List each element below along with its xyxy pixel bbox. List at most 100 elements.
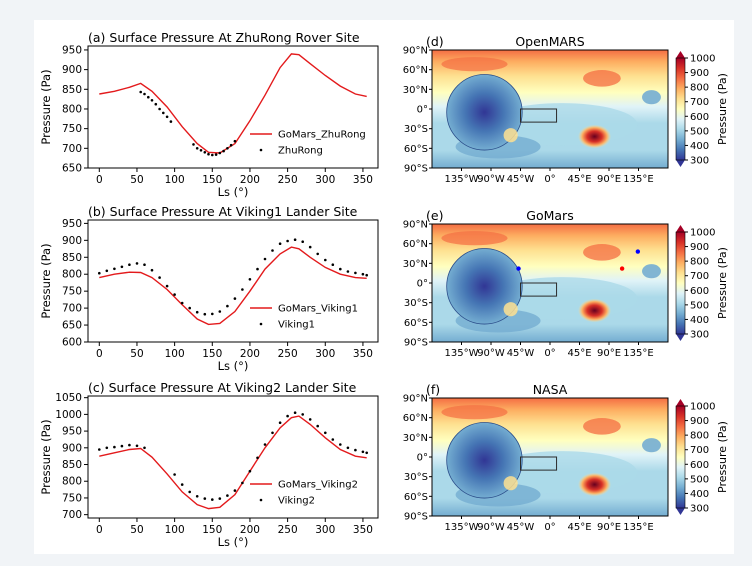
data-point: [233, 139, 237, 143]
panel-title: (b) Surface Pressure At Viking1 Lander S…: [88, 204, 358, 219]
data-point: [256, 267, 259, 271]
elysium-low-region: [642, 264, 661, 279]
lon-tick-label: 45°W: [507, 348, 535, 359]
legend-point-swatch: [259, 322, 263, 326]
data-point: [158, 107, 161, 111]
y-tick-label: 950: [62, 426, 82, 438]
data-point: [248, 469, 252, 473]
y-tick-label: 950: [62, 218, 82, 230]
north-high-region: [583, 244, 621, 261]
lon-tick-label: 135°W: [445, 522, 479, 533]
series-line-GoMars_Viking2: [99, 415, 367, 510]
lat-tick-label: 60°N: [403, 65, 428, 76]
colorbar-tick-label: 900: [690, 416, 709, 427]
north-high-region: [441, 57, 508, 72]
x-tick-label: 100: [165, 348, 185, 360]
data-point: [301, 413, 305, 416]
data-point: [203, 312, 207, 316]
hellas-high-region: [578, 472, 612, 497]
colorbar: [675, 57, 686, 161]
data-point: [192, 143, 195, 146]
lat-tick-label: 30°S: [404, 298, 428, 309]
y-tick-label: 700: [62, 143, 82, 155]
x-tick-label: 150: [202, 348, 222, 360]
data-point: [226, 494, 229, 497]
data-point: [316, 424, 320, 428]
x-axis-label: Ls (°): [218, 185, 249, 199]
lat-tick-label: 90°N: [403, 46, 428, 57]
series-line-GoMars_Viking1: [99, 246, 367, 326]
data-point: [195, 147, 199, 150]
lat-tick-label: 30°N: [403, 433, 428, 444]
data-point: [150, 99, 154, 102]
data-point: [248, 278, 252, 281]
panel-title: OpenMARS: [515, 34, 584, 49]
data-point: [195, 310, 199, 314]
data-point: [150, 268, 154, 272]
colorbar-tick-label: 300: [690, 504, 709, 515]
data-point: [199, 149, 203, 152]
plot-area: [87, 219, 379, 343]
lon-tick-label: 135°E: [623, 348, 653, 359]
colorbar-tick-label: 500: [690, 300, 709, 311]
data-point: [233, 297, 237, 300]
north-high-region: [441, 405, 508, 420]
x-tick-label: 350: [353, 524, 373, 536]
data-point: [143, 446, 146, 450]
line-panel-1: (a) Surface Pressure At ZhuRong Rover Si…: [39, 30, 379, 199]
x-axis-label: Ls (°): [218, 535, 249, 549]
data-point: [165, 115, 169, 119]
y-axis-label: Pressure (Pa): [39, 243, 53, 318]
data-point: [188, 306, 191, 310]
lat-tick-label: 90°N: [403, 394, 428, 405]
data-point: [218, 151, 222, 155]
data-point: [218, 310, 222, 313]
data-point: [339, 267, 342, 271]
data-point: [135, 444, 139, 448]
x-tick-label: 250: [278, 524, 298, 536]
legend-label: GoMars_ZhuRong: [278, 130, 366, 141]
x-tick-label: 50: [130, 524, 143, 536]
colorbar-label: Pressure (Pa): [716, 247, 729, 319]
north-high-region: [583, 418, 621, 435]
x-tick-label: 200: [240, 524, 260, 536]
data-point: [154, 102, 158, 106]
y-tick-label: 950: [62, 44, 82, 56]
colorbar-tick-label: 400: [690, 315, 709, 326]
line-panel-3: (c) Surface Pressure At Viking2 Lander S…: [39, 380, 379, 549]
data-point: [113, 267, 116, 271]
colorbar-tick-label: 1000: [690, 402, 715, 413]
data-point: [105, 269, 109, 273]
data-point: [233, 489, 237, 492]
lon-tick-label: 90°E: [597, 174, 621, 185]
data-point: [180, 301, 184, 305]
colorbar-tick-label: 300: [690, 330, 709, 341]
data-point: [113, 445, 116, 449]
data-point: [354, 448, 357, 452]
y-axis-label: Pressure (Pa): [39, 419, 53, 494]
data-point: [354, 271, 357, 275]
data-point: [143, 92, 146, 96]
elysium-low-region: [642, 90, 661, 105]
x-tick-label: 250: [278, 348, 298, 360]
marked-region-box: [520, 282, 558, 297]
pressure-field: [432, 50, 668, 168]
x-tick-label: 350: [353, 174, 373, 186]
y-tick-label: 900: [62, 235, 82, 247]
data-point: [241, 481, 244, 485]
data-point: [195, 495, 199, 498]
data-point: [361, 272, 365, 276]
data-point: [135, 262, 139, 265]
lat-tick-label: 0°: [417, 105, 428, 116]
y-tick-label: 650: [62, 320, 82, 332]
y-tick-label: 900: [62, 442, 82, 454]
y-tick-label: 850: [62, 84, 82, 96]
lon-tick-label: 45°E: [567, 348, 591, 359]
data-point: [211, 498, 214, 501]
series-points-ZhuRong: [139, 90, 237, 157]
colorbar-tick-label: 700: [690, 445, 709, 456]
data-point: [105, 446, 109, 450]
colorbar-tick-label: 500: [690, 126, 709, 137]
panel-label: (d): [426, 34, 444, 49]
data-point: [211, 153, 214, 157]
